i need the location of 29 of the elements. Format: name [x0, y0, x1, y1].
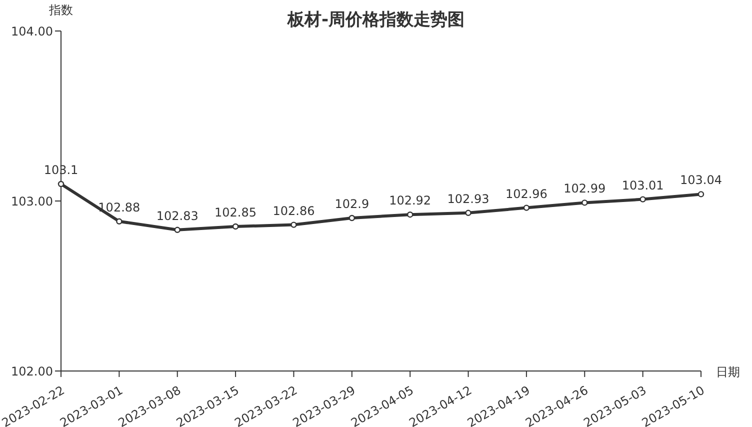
- point: [465, 210, 472, 216]
- data-label: 102.99: [564, 182, 606, 196]
- point: [116, 218, 122, 224]
- data-label: 102.83: [156, 208, 198, 223]
- data-label: 102.9: [334, 197, 370, 211]
- x-axis-title: 日期: [716, 364, 740, 381]
- point: [698, 191, 704, 198]
- chart-title: 板材-周价格指数走势图: [287, 10, 465, 30]
- data-label: 102.96: [505, 186, 548, 201]
- data-label: 103.01: [622, 178, 664, 192]
- y-tick-label: 104.00: [11, 24, 53, 38]
- point: [640, 196, 646, 202]
- point: [406, 212, 414, 218]
- data-label: 102.86: [272, 204, 315, 218]
- data-label: 102.93: [447, 192, 490, 206]
- y-tick-label: 103.00: [11, 194, 53, 208]
- y-axis-title: 指数: [49, 2, 73, 19]
- data-label: 102.85: [214, 206, 257, 220]
- y-tick-label: 102.00: [11, 364, 53, 378]
- point: [174, 226, 180, 233]
- point: [58, 180, 64, 188]
- point: [290, 222, 297, 228]
- data-label: 102.88: [98, 200, 140, 214]
- point: [582, 200, 588, 206]
- point: [348, 214, 356, 222]
- data-label: 103.04: [680, 173, 722, 188]
- point: [523, 204, 530, 211]
- data-label: 102.92: [389, 194, 432, 208]
- point: [232, 223, 239, 230]
